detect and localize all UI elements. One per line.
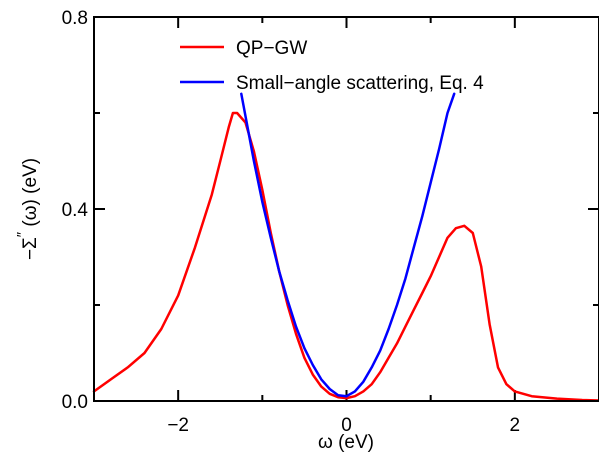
x-axis-label: ω (eV) [318,432,374,453]
legend-label: Small−angle scattering, Eq. 4 [236,73,484,94]
series-line-qp-gw [92,111,599,402]
legend-label: QP−GW [236,38,307,59]
tick-labels: −2 0 2 0.0 0.4 0.8 [62,8,521,436]
series-layer [92,92,599,402]
y-axis-label-prefix: −Σ [20,237,41,260]
plot-frame [93,16,599,402]
y-axis-label: −Σ″ (ω) (eV) [14,158,41,260]
series-line-small-angle [240,92,456,398]
x-tick-label: 2 [510,415,521,436]
y-tick-label: 0.0 [62,392,88,413]
x-tick-label: 0 [341,415,352,436]
y-tick-label: 0.8 [62,8,88,29]
x-tick-label: −2 [167,415,189,436]
y-axis-label-prime: ″ [14,231,31,237]
y-axis-label-suffix: (ω) (eV) [20,158,41,232]
legend: QP−GW Small−angle scattering, Eq. 4 [180,38,484,94]
y-tick-label: 0.4 [62,200,89,221]
